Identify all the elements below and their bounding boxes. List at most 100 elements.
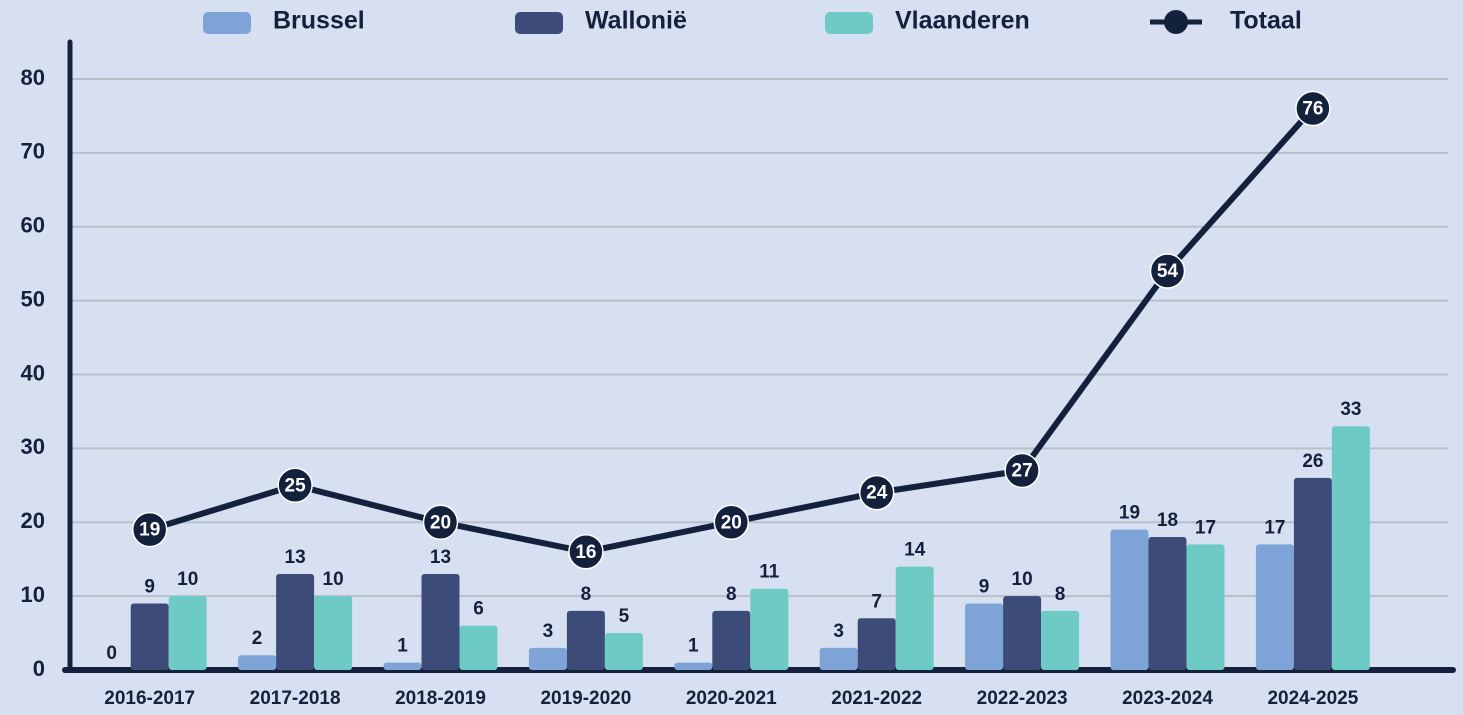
data-label: 3	[833, 621, 844, 642]
data-label: 14	[904, 540, 926, 561]
line-marker	[131, 511, 168, 548]
bar	[1003, 596, 1042, 670]
line-marker	[858, 474, 895, 511]
y-tick-label: 70	[21, 139, 45, 164]
data-label: 8	[726, 584, 737, 605]
data-label: 33	[1340, 399, 1361, 420]
data-label: 6	[473, 599, 484, 620]
data-label: 1	[397, 636, 408, 657]
bar	[566, 610, 605, 670]
y-tick-label: 40	[21, 360, 45, 385]
bar	[1110, 529, 1149, 670]
bar	[459, 625, 498, 670]
data-label: 19	[139, 520, 160, 541]
line	[148, 106, 1316, 555]
y-tick-label: 50	[21, 286, 45, 311]
data-label: 3	[543, 621, 554, 642]
legend-swatch	[1164, 10, 1188, 34]
x-tick-label: 2019-2020	[540, 688, 631, 709]
data-label: 20	[721, 512, 742, 533]
y-tick-label: 0	[33, 656, 45, 681]
legend-label: Wallonië	[585, 7, 687, 35]
bar	[383, 662, 422, 670]
y-tick-label: 30	[21, 434, 45, 459]
legend-label: Totaal	[1230, 7, 1302, 35]
data-label: 24	[866, 483, 888, 504]
bar	[1186, 544, 1225, 670]
y-tick-label: 10	[21, 582, 45, 607]
data-label: 9	[979, 577, 990, 598]
line-marker	[1004, 452, 1040, 489]
data-label: 54	[1157, 261, 1179, 282]
data-label: 9	[144, 577, 155, 598]
bar	[1293, 477, 1332, 670]
data-label: 5	[619, 606, 630, 627]
x-tick-label: 2021-2022	[831, 688, 922, 709]
data-label: 8	[1055, 584, 1066, 605]
data-label: 19	[1119, 503, 1140, 524]
bar	[965, 603, 1004, 670]
bar	[750, 588, 789, 670]
data-label: 2	[252, 628, 263, 649]
data-label: 10	[1012, 569, 1033, 590]
bar	[857, 618, 896, 670]
bar	[528, 647, 567, 670]
x-tick-label: 2017-2018	[250, 688, 341, 709]
data-label: 8	[581, 584, 592, 605]
legend-swatch	[515, 12, 563, 34]
data-label: 20	[430, 512, 451, 533]
bar	[130, 603, 169, 670]
data-label: 13	[285, 547, 306, 568]
bar	[168, 596, 207, 670]
data-label: 76	[1302, 99, 1323, 120]
x-tick-label: 2023-2024	[1122, 688, 1213, 709]
legend-label: Vlaanderen	[895, 7, 1030, 35]
data-label: 7	[871, 591, 882, 612]
y-tick-label: 80	[21, 65, 45, 90]
x-tick-label: 2016-2017	[104, 688, 195, 709]
data-label: 1	[688, 636, 699, 657]
x-tick-label: 2022-2023	[977, 688, 1068, 709]
line-marker	[422, 504, 459, 540]
data-label: 26	[1302, 451, 1323, 472]
y-tick-label: 60	[21, 213, 45, 238]
data-label: 10	[323, 569, 344, 590]
data-label: 0	[106, 643, 117, 664]
bar	[1255, 544, 1294, 670]
line-marker	[1295, 90, 1331, 127]
bar	[314, 596, 353, 670]
bar	[1148, 537, 1187, 670]
x-tick-label: 2020-2021	[686, 688, 777, 709]
bar	[1331, 426, 1370, 670]
data-label: 13	[430, 547, 451, 568]
data-label: 10	[177, 569, 198, 590]
data-label: 17	[1264, 517, 1285, 538]
x-tick-label: 2024-2025	[1267, 688, 1358, 709]
data-label: 25	[285, 475, 307, 496]
data-label: 17	[1195, 517, 1216, 538]
bar	[895, 566, 934, 670]
bar	[276, 573, 315, 670]
bar	[238, 655, 277, 670]
x-tick-label: 2018-2019	[395, 688, 486, 709]
bar	[421, 573, 460, 670]
legend-label: Brussel	[273, 7, 365, 35]
bar	[819, 647, 858, 670]
line-marker	[277, 467, 313, 504]
bar	[712, 610, 751, 670]
legend-swatch	[203, 12, 251, 34]
bar	[674, 662, 713, 670]
bar	[1041, 610, 1080, 670]
line-marker	[713, 504, 750, 540]
data-label: 11	[759, 562, 780, 583]
line-marker	[568, 534, 604, 570]
data-label: 16	[575, 542, 596, 563]
y-tick-label: 20	[21, 508, 45, 533]
line-marker	[1149, 253, 1186, 289]
data-label: 27	[1012, 461, 1033, 482]
bar	[604, 633, 643, 670]
legend-swatch	[825, 12, 873, 34]
data-label: 18	[1157, 510, 1178, 531]
